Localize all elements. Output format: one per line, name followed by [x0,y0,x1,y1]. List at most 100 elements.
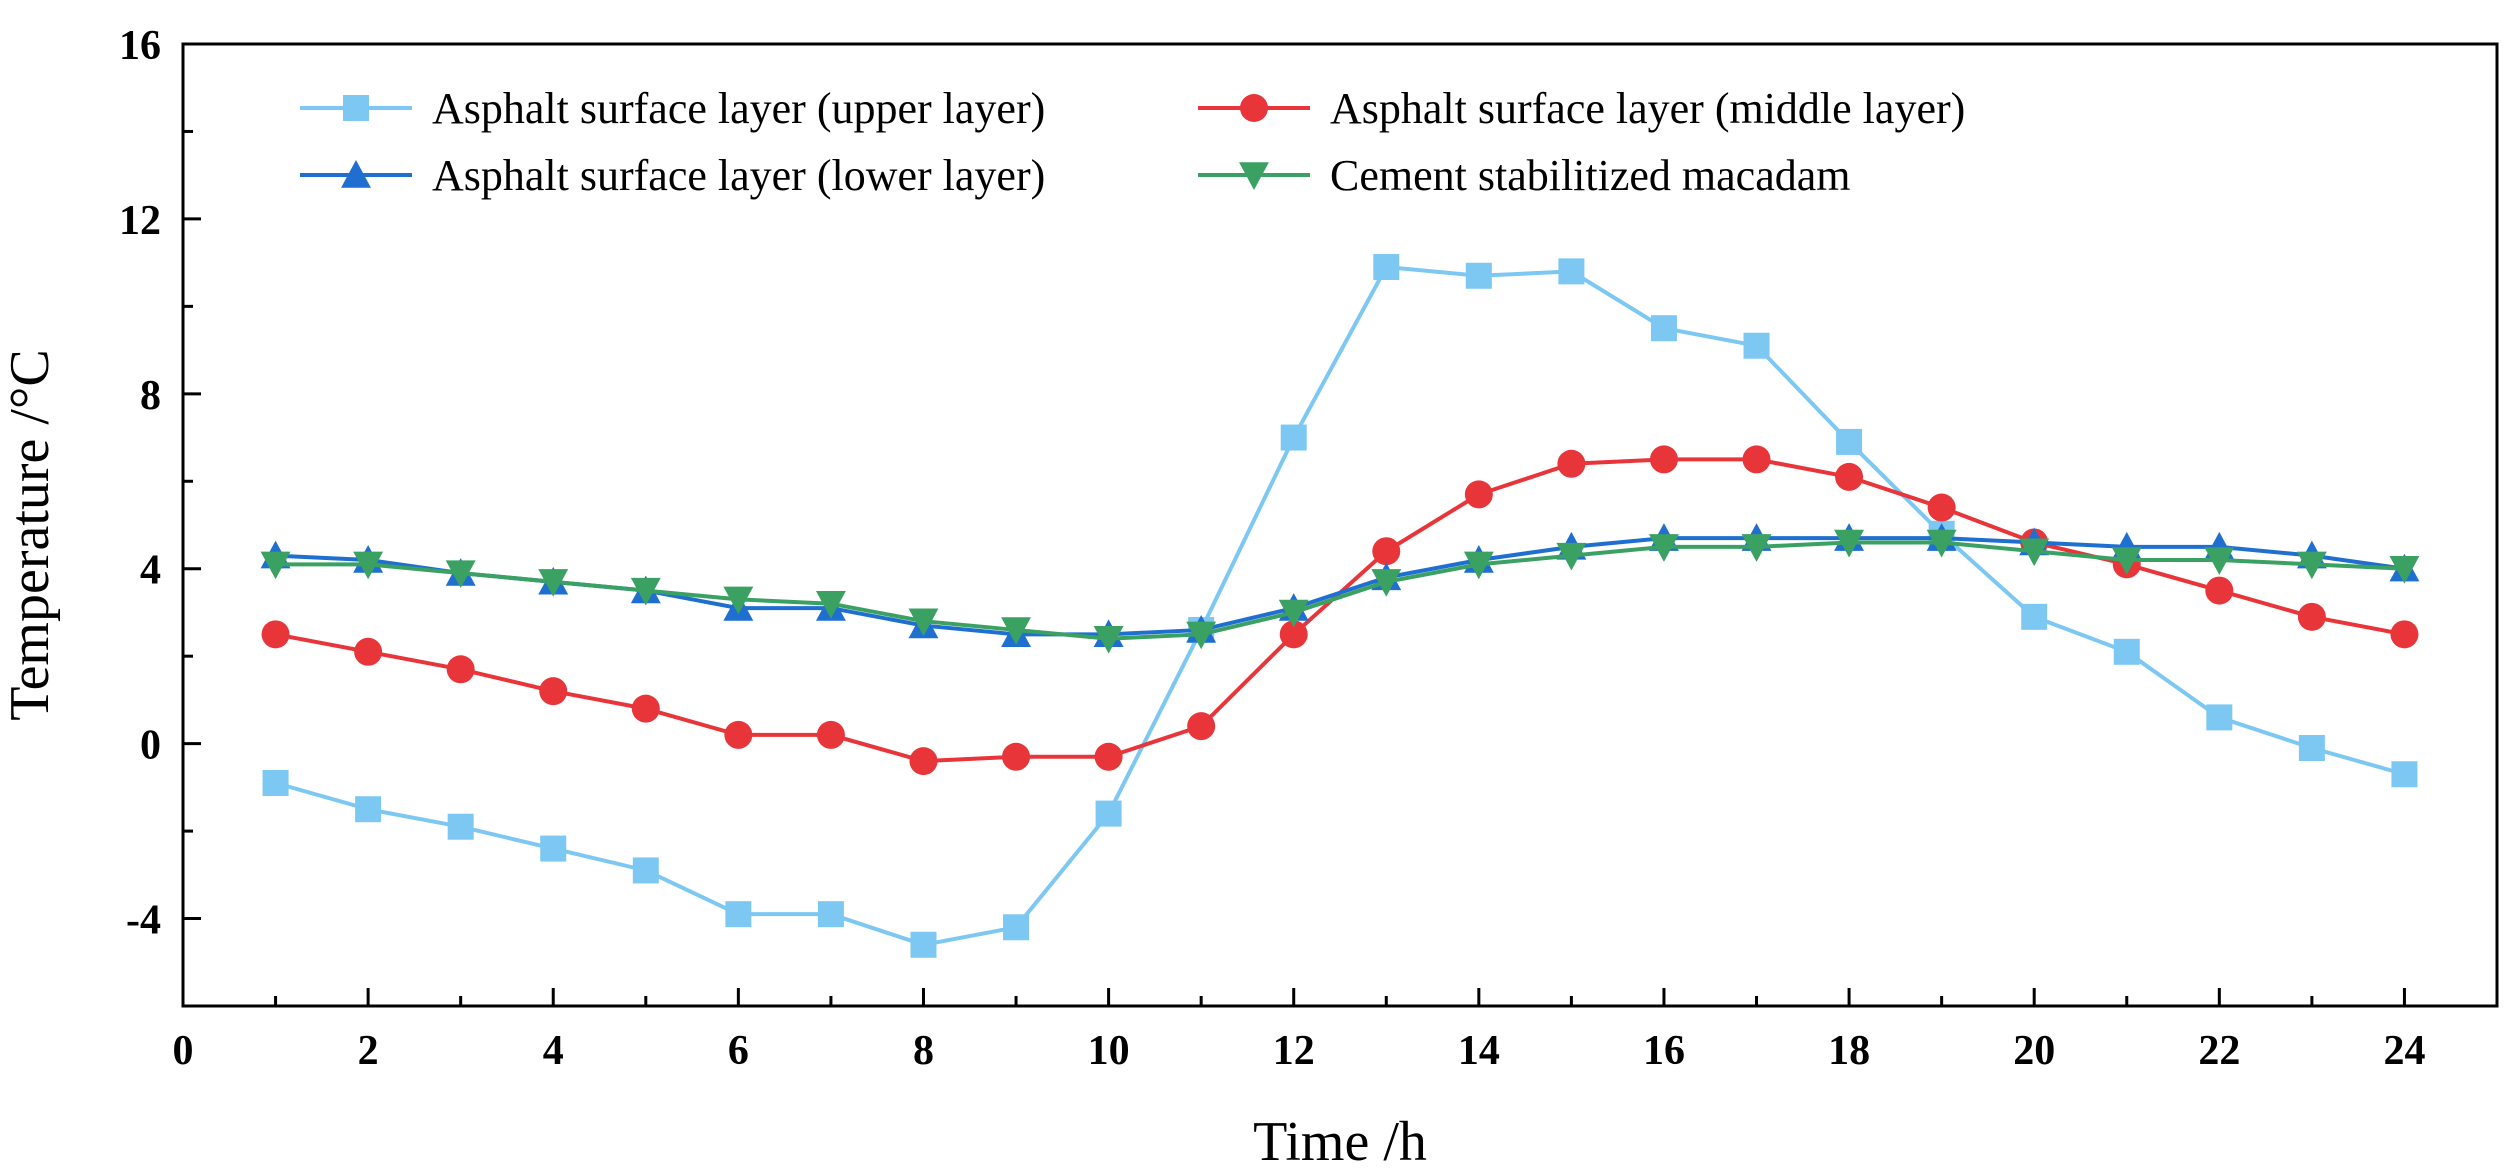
data-point [724,720,753,749]
data-point [1650,315,1677,342]
data-point [1743,332,1770,359]
data-point [446,655,475,684]
series-group [260,254,2420,958]
data-point [1280,424,1307,451]
series-line [275,457,2405,764]
data-point [2204,547,2235,575]
data-point [2298,735,2325,762]
x-tick-label: 18 [1828,1028,1870,1074]
series-line [275,264,2405,947]
legend-marker [341,160,371,188]
data-point [817,901,844,928]
y-tick-label: -4 [126,898,161,944]
data-point [1927,493,1956,522]
data-point [1835,462,1864,491]
x-tick-label: 10 [1088,1028,1130,1074]
data-point [908,608,939,637]
data-point [1186,621,1217,650]
legend-item-4: Cement stabilitized macadam [1198,151,1850,200]
data-point [1465,262,1492,289]
data-point [632,857,659,884]
legend-marker [1239,162,1269,190]
data-point [2019,538,2050,567]
data-point [354,637,383,666]
legend-item-2: Asphalt surface layer (middle layer) [1198,84,1965,133]
data-point [1001,617,1031,645]
data-point [1464,480,1493,509]
x-tick-label: 14 [1458,1028,1500,1074]
data-point [540,835,567,862]
data-point [1926,529,1957,558]
data-point [909,747,938,776]
data-point [2111,547,2142,575]
data-point [260,551,291,580]
legend-label: Cement stabilitized macadam [1330,151,1850,200]
data-point [1558,258,1585,285]
data-point [355,796,382,823]
data-point [261,620,290,649]
y-tick-label: 12 [119,198,161,244]
x-tick-label: 2 [358,1028,379,1074]
plot-frame [181,42,2499,1008]
data-point [447,813,474,840]
data-point [1556,542,1587,571]
data-point [1279,620,1308,649]
data-point [1095,800,1122,827]
data-point [539,677,568,706]
data-point [353,551,384,580]
data-point [723,586,754,615]
data-point [1741,534,1772,562]
x-tick-label: 16 [1643,1028,1685,1074]
data-point [1278,599,1309,628]
data-point [1372,537,1401,566]
x-tick-label: 6 [728,1028,749,1074]
data-point [1187,712,1216,741]
data-point [1463,551,1494,580]
x-tick-label: 0 [173,1028,194,1074]
x-tick-label: 8 [913,1028,934,1074]
legend-label: Asphalt surface layer (lower layer) [432,151,1045,200]
data-point [910,931,937,958]
data-point [1373,254,1400,281]
data-point [262,769,289,796]
series-1 [262,254,2418,958]
data-point [725,901,752,928]
x-tick-label: 12 [1273,1028,1315,1074]
x-axis-title: Time /h [1253,1111,1427,1173]
legend-marker [1240,94,1268,122]
x-tick-label: 22 [2198,1028,2240,1074]
data-point [630,577,661,606]
y-tick-label: 16 [119,23,161,69]
y-tick-label: 8 [140,373,161,419]
legend-label: Asphalt surface layer (middle layer) [1330,84,1965,133]
x-tick-label: 24 [2383,1028,2425,1074]
data-point [1836,428,1863,455]
data-point [538,569,569,597]
data-point [631,694,660,723]
data-point [2296,551,2327,580]
data-point [2297,602,2326,631]
legend-label: Asphalt surface layer (upper layer) [432,84,1045,133]
legend-item-1: Asphalt surface layer (upper layer) [300,84,1045,133]
data-point [1003,914,1030,941]
data-point [2390,620,2419,649]
x-tick-label: 20 [2013,1028,2055,1074]
data-point [815,591,846,619]
data-point [2206,704,2233,731]
x-tick-label: 4 [543,1028,564,1074]
series-2 [261,445,2419,776]
legend: Asphalt surface layer (upper layer) Aspha… [300,84,1965,200]
data-point [1094,742,1123,771]
y-tick-label: 4 [140,548,161,594]
data-point [1834,529,1865,558]
y-axis-title: Temperature /°C [0,349,61,720]
legend-marker [343,95,369,121]
data-point [2021,603,2048,630]
data-point [1093,625,1124,654]
data-point [2389,556,2420,584]
y-tick-label: 0 [140,723,161,769]
data-point [2205,576,2234,605]
